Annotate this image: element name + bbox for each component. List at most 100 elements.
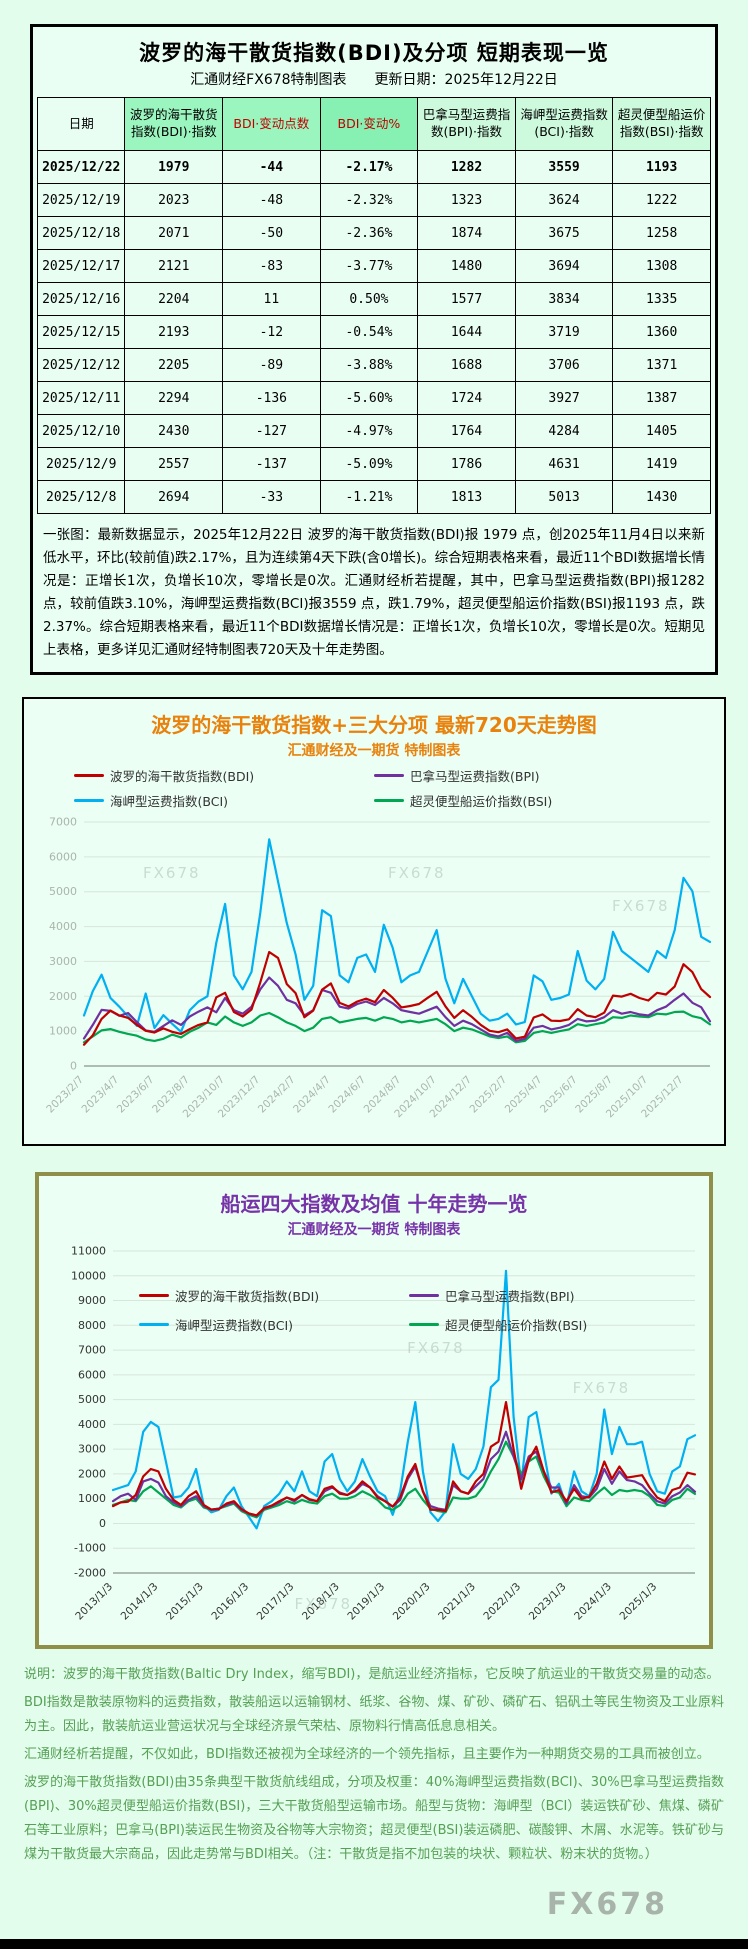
table-cell: 2025/12/17 bbox=[36, 249, 126, 283]
x-axis-tick: 2025/4/7 bbox=[503, 1073, 545, 1115]
table-cell: 1979 bbox=[124, 150, 224, 184]
table-cell: -3.88% bbox=[319, 348, 419, 382]
x-axis-tick: 2020/1/3 bbox=[391, 1580, 433, 1622]
series-line bbox=[111, 1400, 697, 1517]
x-axis-tick: 2014/1/3 bbox=[119, 1580, 161, 1622]
table-cell: 2023 bbox=[124, 183, 224, 217]
table-cell: 2694 bbox=[124, 480, 224, 514]
table-cell: -127 bbox=[222, 414, 321, 448]
table-cell: 2025/12/8 bbox=[36, 480, 126, 514]
legend-label: 超灵便型船运价指数(BSI) bbox=[410, 793, 553, 809]
x-axis-tick: 2025/2/7 bbox=[467, 1073, 509, 1115]
chart-720-subtitle: 汇通财经及一期货 特制图表 bbox=[287, 742, 461, 759]
table-cell: 2025/12/11 bbox=[36, 381, 126, 415]
table-cell: -48 bbox=[222, 183, 321, 217]
table-cell: 2205 bbox=[124, 348, 224, 382]
legend-line-swatch bbox=[409, 1293, 439, 1297]
x-axis-tick: 2023/6/7 bbox=[115, 1073, 157, 1115]
footer-paragraph: 说明：波罗的海干散货指数(Baltic Dry Index，缩写BDI)，是航运… bbox=[24, 1666, 720, 1682]
chart-10y-svg: -2000 -1000 0 1000 2000 3000 4000 5000 6000 7000 8… bbox=[71, 1244, 697, 1622]
x-axis-tick: 2024/1/3 bbox=[572, 1580, 614, 1622]
chart-10y-title: 船运四大指数及均值 十年走势一览 bbox=[220, 1191, 528, 1216]
table-row: 2025/12/8 2694 -33 -1.21% 1813 5013 1430 bbox=[36, 480, 711, 514]
footer-paragraph: 汇通财经析若提醒，不仅如此，BDI指数还被视为全球经济的一个领先指标，且主要作为… bbox=[24, 1746, 710, 1762]
y-axis-tick: 1000 bbox=[49, 1024, 77, 1037]
legend-label: 波罗的海干散货指数(BDI) bbox=[175, 1288, 320, 1304]
table-cell: 1688 bbox=[417, 348, 516, 382]
legend-label: 超灵便型船运价指数(BSI) bbox=[445, 1317, 588, 1333]
y-axis-tick: 11000 bbox=[71, 1244, 106, 1257]
y-axis-tick: 4000 bbox=[49, 920, 77, 933]
table-cell: -3.77% bbox=[319, 249, 419, 283]
legend-item: 超灵便型船运价指数(BSI) bbox=[409, 1315, 679, 1334]
legend-line-swatch bbox=[139, 1293, 169, 1297]
table-cell: -12 bbox=[222, 315, 321, 349]
legend-line-swatch bbox=[374, 773, 404, 777]
footer-paragraph: 波罗的海干散货指数(BDI)由35条典型干散货航线组成，分项及权重：40%海岬型… bbox=[24, 1774, 724, 1862]
legend-item: 巴拿马型运费指数(BPI) bbox=[374, 766, 674, 785]
series-line bbox=[82, 976, 712, 1042]
x-axis-tick: 2016/1/3 bbox=[209, 1580, 251, 1622]
x-axis-tick: 2013/1/3 bbox=[73, 1580, 115, 1622]
table-cell: -83 bbox=[222, 249, 321, 283]
table-cell: 2025/12/16 bbox=[36, 282, 126, 316]
table-row: 2025/12/12 2205 -89 -3.88% 1688 3706 1371 bbox=[36, 348, 711, 382]
table-cell: 1360 bbox=[612, 315, 711, 349]
table-cell: 2193 bbox=[124, 315, 224, 349]
y-axis-tick: -1000 bbox=[74, 1541, 106, 1554]
table-cell: 3675 bbox=[514, 216, 614, 250]
header-date: 日期 bbox=[36, 97, 126, 151]
table-cell: -2.36% bbox=[319, 216, 419, 250]
y-axis-tick: 6000 bbox=[49, 850, 77, 863]
table-cell: 2025/12/10 bbox=[36, 414, 126, 448]
table-cell: -44 bbox=[222, 150, 321, 184]
table-cell: -89 bbox=[222, 348, 321, 382]
y-axis-tick: 5000 bbox=[78, 1393, 106, 1406]
bottom-black-bar bbox=[0, 1938, 748, 1949]
series-line bbox=[82, 950, 712, 1046]
x-axis-tick: 2023/4/7 bbox=[80, 1073, 122, 1115]
table-cell: 2025/12/12 bbox=[36, 348, 126, 382]
y-axis-tick: 0 bbox=[99, 1517, 106, 1530]
x-axis-tick: 2017/1/3 bbox=[255, 1580, 297, 1622]
table-cell: -136 bbox=[222, 381, 321, 415]
table-header-row: 日期 波罗的海干散货指数(BDI)·指数 BDI·变动点数 BDI·变动% 巴拿… bbox=[36, 97, 711, 151]
chart-720-plot: FX678 FX678 FX678 0 1000 2000 3000 4000 5000 6… bbox=[24, 812, 724, 1142]
x-axis-tick: 2015/1/3 bbox=[164, 1580, 206, 1622]
table-cell: -5.60% bbox=[319, 381, 419, 415]
y-axis-tick: 10000 bbox=[71, 1269, 106, 1282]
table-cell: 2204 bbox=[124, 282, 224, 316]
table-cell: 2294 bbox=[124, 381, 224, 415]
legend-line-swatch bbox=[409, 1322, 439, 1326]
x-axis-tick: 2023/1/3 bbox=[527, 1580, 569, 1622]
y-axis-tick: 7000 bbox=[49, 815, 77, 828]
table-cell: 1323 bbox=[417, 183, 516, 217]
table-cell: 3834 bbox=[514, 282, 614, 316]
table-cell: 3624 bbox=[514, 183, 614, 217]
table-row: 2025/12/19 2023 -48 -2.32% 1323 3624 1222 bbox=[36, 183, 711, 217]
table-row: 2025/12/15 2193 -12 -0.54% 1644 3719 1360 bbox=[36, 315, 711, 349]
series-line bbox=[111, 1269, 697, 1530]
legend-item: 巴拿马型运费指数(BPI) bbox=[409, 1286, 679, 1305]
y-axis-tick: 5000 bbox=[49, 885, 77, 898]
legend-label: 巴拿马型运费指数(BPI) bbox=[445, 1288, 575, 1304]
x-axis-tick: 2022/1/3 bbox=[481, 1580, 523, 1622]
table-cell: 1480 bbox=[417, 249, 516, 283]
header-bsi-index: 超灵便型船运价指数(BSI)·指数 bbox=[612, 97, 711, 151]
table-row: 2025/12/16 2204 11 0.50% 1577 3834 1335 bbox=[36, 282, 711, 316]
legend-line-swatch bbox=[74, 798, 104, 802]
fx678-brand-watermark: FX678 bbox=[546, 1887, 668, 1922]
table-row: 2025/12/10 2430 -127 -4.97% 1764 4284 1405 bbox=[36, 414, 711, 448]
legend-label: 海岬型运费指数(BCI) bbox=[175, 1317, 294, 1333]
x-axis-tick: 2024/6/7 bbox=[326, 1073, 368, 1115]
summary-note: 一张图：最新数据显示，2025年12月22日 波罗的海干散货指数(BDI)报 1… bbox=[43, 527, 705, 658]
x-axis-tick: 2019/1/3 bbox=[345, 1580, 387, 1622]
y-axis-tick: 0 bbox=[70, 1059, 77, 1072]
table-cell: 3706 bbox=[514, 348, 614, 382]
x-axis-tick: 2018/1/3 bbox=[300, 1580, 342, 1622]
table-cell: 1874 bbox=[417, 216, 516, 250]
table-row: 2025/12/22 1979 -44 -2.17% 1282 3559 1193 bbox=[36, 150, 711, 184]
table-cell: 1335 bbox=[612, 282, 711, 316]
chart-10y-section: 船运四大指数及均值 十年走势一览 汇通财经及一期货 特制图表 波罗的海干散货指数… bbox=[35, 1171, 713, 1649]
table-cell: 0.50% bbox=[319, 282, 419, 316]
